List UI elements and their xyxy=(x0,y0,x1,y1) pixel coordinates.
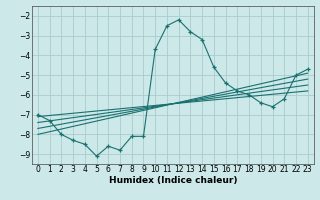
X-axis label: Humidex (Indice chaleur): Humidex (Indice chaleur) xyxy=(108,176,237,185)
